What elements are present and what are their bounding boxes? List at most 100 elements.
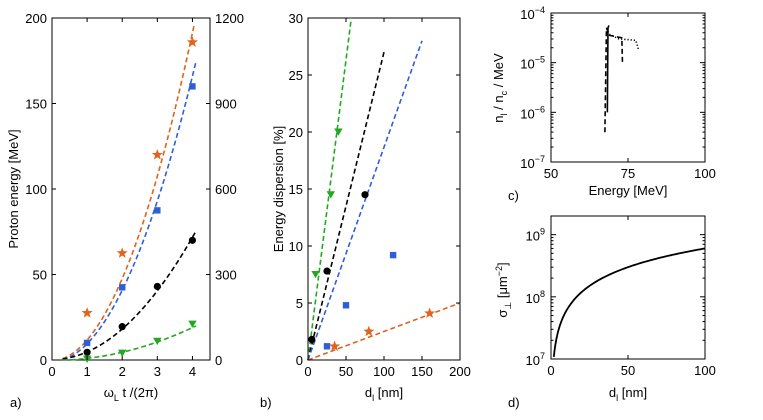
panel-c-curves <box>604 25 640 133</box>
panel-a-marker-2-0 <box>83 348 91 356</box>
panel-b-fit-1 <box>307 52 385 361</box>
panel-b-marker-0-0 <box>311 271 320 279</box>
panel-b-ytick-label: 25 <box>289 68 303 83</box>
panel-a-y2tick-label: 0 <box>215 353 222 368</box>
panel-d-curve-sigma <box>552 247 706 358</box>
panel-a-fit-2 <box>62 230 197 360</box>
panel-a-marker-1-2 <box>154 207 161 214</box>
panel-a-y2tick-label: 600 <box>215 182 237 197</box>
panel-b-marker-3-0 <box>329 340 341 352</box>
panel-c-ytick-label: 10−6 <box>520 104 545 121</box>
panel-a-y2tick-label: 300 <box>215 268 237 283</box>
panel-d-ticks: 107 108 109 0 50 100 <box>526 216 716 378</box>
panel-d-xtick-label: 100 <box>694 363 716 378</box>
panel-d-curves <box>552 247 706 358</box>
panel-b-marker-3-2 <box>424 307 436 318</box>
panel-d-ytick-label: 108 <box>526 289 545 306</box>
panel-b-fit-curves <box>307 17 461 361</box>
panel-c-ytick-label: 10−5 <box>520 55 545 72</box>
panel-b-label: b) <box>260 395 272 410</box>
panel-b-xtick-label: 200 <box>449 364 471 379</box>
panel-d: 107 108 109 0 50 100 σ⊥ [μm−2] dl [nm] d) <box>494 215 716 410</box>
panel-b-marker-1-1 <box>323 267 331 275</box>
panel-b: 0 50 100 150 200 0 5 10 15 20 25 30 Energy dispersi… <box>260 11 471 410</box>
panel-a-xlabel: ωL t /(2π) <box>104 385 158 403</box>
panel-d-ylabel: σ⊥ [μm−2] <box>494 262 513 317</box>
panel-a-ytick-label: 100 <box>25 182 47 197</box>
panel-b-marker-2-0 <box>323 343 331 350</box>
panel-a-marker-3-2 <box>153 337 162 345</box>
panel-b-ytick-label: 15 <box>289 182 303 197</box>
panel-a-xtick-label: 3 <box>154 364 161 379</box>
panel-a-ytick-label: 50 <box>33 268 47 283</box>
panel-b-xtick-label: 150 <box>411 364 433 379</box>
panel-a-xtick-label: 1 <box>83 364 90 379</box>
panel-a-marker-1-3 <box>189 83 196 90</box>
panel-c-xtick-label: 50 <box>544 166 558 181</box>
panel-a-marker-3-1 <box>118 349 127 357</box>
panel-a-marker-1-1 <box>119 284 126 291</box>
panel-a-y2tick-label: 1200 <box>215 11 244 26</box>
panel-b-markers <box>308 128 436 352</box>
panel-b-ytick-label: 0 <box>296 353 303 368</box>
panel-b-marker-2-1 <box>342 302 350 309</box>
panel-b-frame <box>307 17 461 361</box>
panel-a-marker-0-3 <box>186 36 198 47</box>
panel-b-xtick-label: 50 <box>339 364 353 379</box>
panel-c-label: c) <box>508 188 519 203</box>
panel-b-ytick-label: 30 <box>289 11 303 26</box>
panel-b-marker-1-2 <box>361 191 369 199</box>
panel-a-fit-curves <box>62 24 197 361</box>
panel-b-fit-0 <box>307 17 353 361</box>
panel-c: 10−7 10−6 10−5 10−4 50 75 100 nl / nc / MeV En… <box>491 5 716 203</box>
panel-c-xtick-label: 75 <box>621 166 635 181</box>
panel-a-markers <box>81 36 198 363</box>
panel-d-ytick-label: 109 <box>526 227 545 244</box>
panel-b-ylabel: Energy dispersion [%] <box>271 126 286 252</box>
panel-c-curve-solid <box>606 25 610 113</box>
panel-a-ylabel: Proton energy [MeV] <box>6 129 21 248</box>
panel-a-fit-0 <box>62 24 195 360</box>
panel-c-xtick-label: 100 <box>694 166 716 181</box>
panel-a-marker-2-3 <box>188 236 197 244</box>
panel-a-marker-2-2 <box>153 282 161 291</box>
panel-b-marker-1-0 <box>308 335 316 344</box>
panel-d-label: d) <box>508 395 520 410</box>
panel-a-frame <box>51 17 211 361</box>
panel-c-ytick-label: 10−4 <box>520 5 545 22</box>
panel-b-marker-0-1 <box>326 191 335 199</box>
panel-b-marker-2-2 <box>389 251 397 259</box>
panel-d-xlabel: dl [nm] <box>609 385 647 403</box>
panel-b-ytick-label: 20 <box>289 125 303 140</box>
panel-a-marker-0-0 <box>81 307 93 318</box>
panel-b-ytick-label: 5 <box>296 296 303 311</box>
panel-a-marker-3-3 <box>188 320 197 328</box>
panel-c-curve-dashed <box>604 27 624 133</box>
panel-c-curve-dotted <box>606 32 640 51</box>
panel-a-fit-3 <box>62 325 197 361</box>
panel-b-ytick-label: 10 <box>289 239 303 254</box>
panel-a-xtick-label: 0 <box>48 364 55 379</box>
panel-c-ytick-label: 10−7 <box>520 154 545 171</box>
panel-a-marker-0-2 <box>151 149 163 160</box>
panel-a-y2tick-label: 900 <box>215 97 237 112</box>
panel-a-ytick-label: 200 <box>25 11 47 26</box>
panel-c-ylabel: nl / nc / MeV <box>491 53 509 123</box>
panel-d-xtick-label: 50 <box>621 363 635 378</box>
panel-a: 0 1 2 3 4 0 50 100 150 200 0 300 600 900 1200 Proton e… <box>6 11 244 410</box>
panel-b-fit-3 <box>307 302 461 361</box>
panel-c-frame <box>550 12 706 163</box>
panel-a-xtick-label: 4 <box>189 364 196 379</box>
panel-a-ticks: 0 1 2 3 4 0 50 100 150 200 0 300 600 900 1200 <box>25 11 244 379</box>
panel-c-ticks: 10−7 10−6 10−5 10−4 50 75 100 <box>520 5 716 181</box>
panel-a-marker-0-1 <box>116 247 128 258</box>
panel-d-ytick-label: 107 <box>526 351 545 368</box>
panel-b-xtick-label: 0 <box>304 364 311 379</box>
panel-b-marker-0-2 <box>334 128 343 136</box>
panel-a-label: a) <box>10 395 22 410</box>
panel-b-fit-2 <box>307 40 423 361</box>
panel-b-ticks: 0 50 100 150 200 0 5 10 15 20 25 30 <box>289 11 471 379</box>
panel-a-xtick-label: 2 <box>119 364 126 379</box>
panel-a-ytick-label: 0 <box>40 353 47 368</box>
